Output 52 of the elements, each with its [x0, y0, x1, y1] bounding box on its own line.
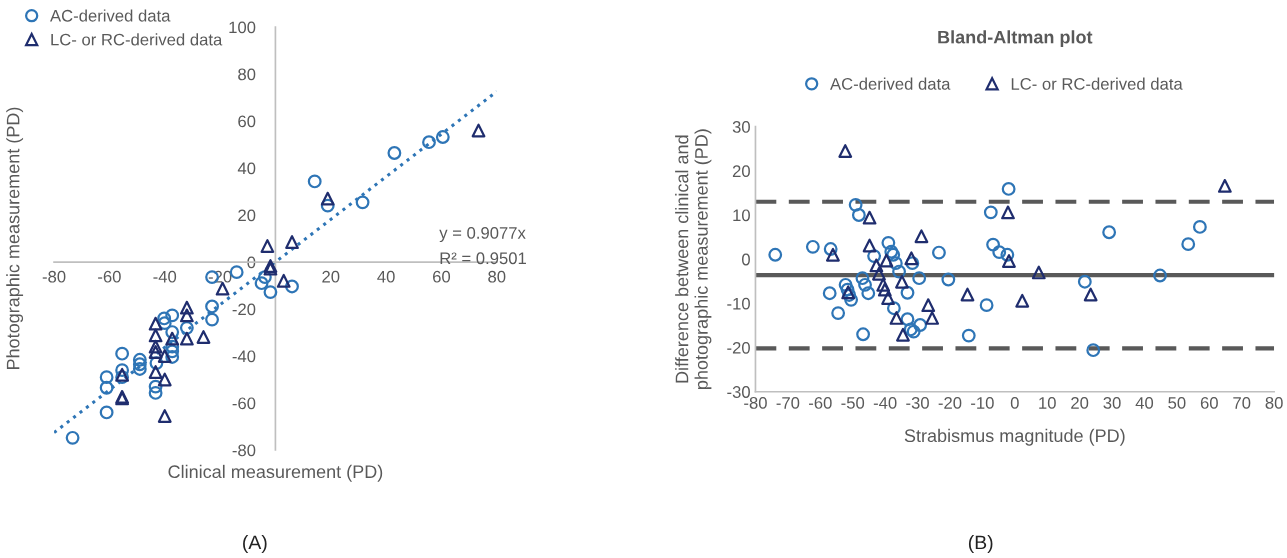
x-tick-label: -40: [873, 397, 897, 409]
text: (B): [968, 534, 993, 554]
y-axis-title: Difference between clinical and photographic measurement (PD): [675, 129, 712, 389]
legend-label: AC-derived data: [830, 77, 951, 90]
y-tick-label: 10: [733, 209, 750, 222]
annotation: R² = 0.9501: [440, 252, 526, 265]
x-tick-label: 70: [1233, 397, 1251, 409]
x-tick-label: 0: [1010, 397, 1019, 409]
x-tick-label: -40: [153, 270, 177, 283]
x-tick-label: 30: [1103, 397, 1121, 409]
y-tick-label: -20: [232, 303, 256, 316]
x-tick-label: 40: [377, 270, 395, 283]
y-tick-label: 100: [229, 21, 256, 34]
y-tick-label: -10: [727, 297, 750, 310]
x-tick-label: 80: [1265, 397, 1283, 409]
x-tick-label: -30: [906, 397, 929, 409]
x-tick-label: 60: [433, 270, 451, 283]
x-tick-label: -80: [744, 397, 767, 409]
y-tick-label: -40: [232, 350, 256, 363]
x-tick-label: 20: [322, 270, 340, 283]
y-tick-label: -80: [232, 444, 256, 457]
chart-title: Bland-Altman plot: [938, 30, 1093, 48]
x-tick-label: -50: [841, 397, 865, 409]
y-tick-label: 0: [741, 253, 750, 266]
y-tick-label: 60: [238, 115, 256, 128]
text: (A): [243, 534, 267, 554]
y-tick-label: 80: [238, 68, 256, 81]
x-tick-label: -20: [938, 397, 962, 409]
x-tick-label: 80: [488, 270, 506, 283]
legend-label: LC- or RC-derived data: [51, 33, 223, 46]
x-tick-label: -10: [971, 397, 994, 409]
legend-label: LC- or RC-derived data: [1011, 77, 1183, 90]
x-tick-label: 50: [1168, 397, 1186, 409]
legend-label: AC-derived data: [50, 9, 171, 22]
x-tick-label: 10: [1039, 397, 1056, 409]
y-tick-label: -30: [727, 386, 750, 398]
x-axis-title: Clinical measurement (PD): [168, 464, 383, 482]
x-tick-label: 40: [1135, 397, 1154, 409]
x-tick-label: 60: [1200, 397, 1218, 409]
x-tick-label: -60: [809, 397, 832, 409]
y-tick-label: 30: [732, 121, 750, 133]
x-tick-label: -60: [98, 270, 121, 283]
annotation: y = 0.9077x: [439, 226, 526, 243]
y-axis-title: Photographic measurement (PD): [6, 107, 24, 370]
x-tick-label: 20: [1071, 397, 1089, 409]
y-tick-label: 40: [237, 162, 256, 175]
x-tick-label: -70: [776, 397, 800, 409]
x-tick-label: -80: [42, 270, 66, 283]
x-axis-title: Strabismus magnitude (PD): [904, 428, 1125, 446]
y-tick-label: 20: [238, 209, 256, 222]
y-tick-label: 20: [732, 165, 750, 178]
y-tick-label: -20: [727, 341, 750, 354]
